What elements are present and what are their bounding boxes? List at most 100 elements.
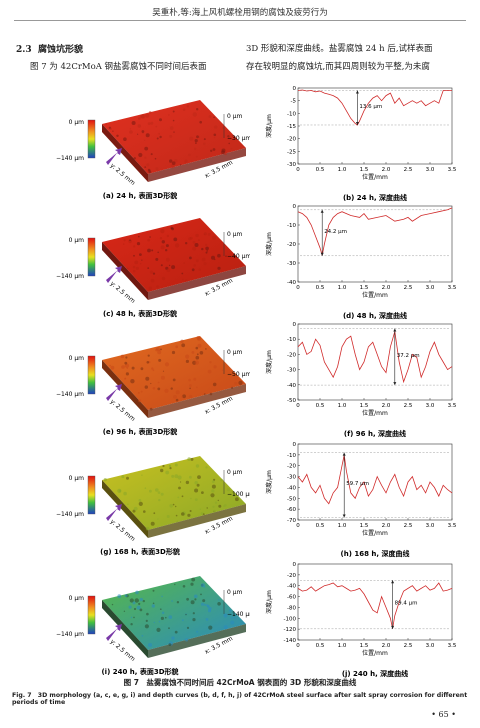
depth-series-line	[297, 331, 453, 384]
x-tick-label: 0.5	[316, 403, 325, 409]
y-tick-label: -40	[287, 383, 296, 389]
surface-3d-panel-1: 0 μm−140 μm0 μm−40 μmx: 3.5 mmy: 2.5 mm(…	[56, 218, 250, 318]
x-tick-label: 1.0	[338, 285, 347, 291]
z-top-label: 0 μm	[227, 589, 243, 596]
x-axis-title: 位置/mm	[362, 409, 388, 417]
x-tick-label: 3.5	[448, 403, 457, 409]
depth-series-line	[297, 207, 453, 256]
x-tick-label: 2.0	[382, 403, 391, 409]
colorbar-top-label: 0 μm	[69, 119, 85, 126]
y-tick-label: 0	[293, 86, 297, 92]
x-tick-label: 3.5	[448, 167, 457, 173]
x-tick-label: 3.5	[448, 643, 457, 649]
arrow-icon	[106, 624, 122, 641]
x-tick-label: 3.0	[426, 523, 435, 529]
colorbar	[87, 475, 96, 515]
x-tick-label: 1.0	[338, 167, 347, 173]
subfigure-caption-3d: (e) 96 h, 表面3D形貌	[103, 427, 178, 436]
x-axis-title: 位置/mm	[362, 649, 388, 657]
depth-curve-chart-0: 0-5-10-15-20-25-300 0.5 1.0 1.5 2.0 2.5 3.0 3.5…	[265, 86, 457, 202]
x-tick-label: 3.0	[426, 403, 435, 409]
colorbar	[87, 119, 96, 159]
x-tick-label: 1.0	[338, 523, 347, 529]
y-axis-label: y: 2.5 mm	[109, 398, 137, 423]
subfigure-caption-3d: (g) 168 h, 表面3D形貌	[100, 547, 180, 556]
y-tick-label: -30	[287, 368, 296, 374]
x-tick-label: 2.5	[404, 403, 413, 409]
x-tick-label: 3.5	[448, 285, 457, 291]
x-tick-label: 1.5	[360, 523, 369, 529]
y-tick-label: -60	[287, 507, 296, 513]
x-tick-label: 0	[296, 643, 300, 649]
x-tick-label: 3.5	[448, 523, 457, 529]
y-tick-label: -10	[287, 337, 296, 343]
y-axis-label: y: 2.5 mm	[109, 280, 137, 305]
y-tick-label: -40	[287, 280, 296, 286]
surface-3d-block	[102, 456, 246, 538]
y-tick-label: -20	[287, 573, 296, 579]
header-rule	[14, 20, 466, 21]
x-tick-label: 0.5	[316, 167, 325, 173]
x-tick-label: 0.5	[316, 643, 325, 649]
colorbar-top-label: 0 μm	[69, 355, 85, 362]
surface-3d-block	[102, 576, 246, 658]
y-tick-label: -80	[287, 605, 296, 611]
surface-3d-block	[102, 100, 246, 182]
arrow-icon	[106, 384, 122, 401]
plot-frame	[297, 563, 453, 641]
depth-curve-chart-1: 0-10-20-30-400 0.5 1.0 1.5 2.0 2.5 3.0 3.5位置/mm…	[265, 204, 457, 320]
subfigure-caption-curve: (h) 168 h, 深度曲线	[341, 549, 410, 558]
y-axis-title: 深度/μm	[265, 470, 273, 494]
arrow-icon	[106, 148, 122, 165]
y-tick-label: -25	[287, 149, 296, 155]
arrow-icon	[106, 266, 122, 283]
y-tick-label: -20	[287, 352, 296, 358]
x-tick-label: 0.5	[316, 285, 325, 291]
colorbar-bottom-label: −140 μm	[56, 391, 84, 398]
x-tick-label: 2.0	[382, 643, 391, 649]
y-tick-label: -60	[287, 595, 296, 601]
depth-series-line	[297, 89, 452, 126]
x-tick-label: 0	[296, 285, 300, 291]
x-tick-label: 2.0	[382, 523, 391, 529]
depth-curve-chart-3: 0-10-20-30-40-50-60-700 0.5 1.0 1.5 2.0 2.5 3.…	[265, 442, 457, 558]
y-axis-title: 深度/μm	[265, 114, 273, 138]
y-axis-label: y: 2.5 mm	[109, 162, 137, 187]
x-tick-label: 0.5	[316, 523, 325, 529]
surface-3d-panel-3: 0 μm−140 μm0 μm−100 μmx: 3.5 mmy: 2.5 mm…	[56, 456, 250, 556]
y-tick-label: 0	[293, 204, 297, 210]
body-text-line-3: 存在较明显的腐蚀坑,而其四周则较为平整,为未腐	[246, 62, 430, 72]
figure-caption-cn: 图 7 盐雾腐蚀不同时间后 42CrMoA 钢表面的 3D 形貌和深度曲线	[123, 678, 357, 687]
surface-3d-block	[102, 218, 246, 300]
y-tick-label: -50	[287, 398, 296, 404]
plot-frame	[297, 205, 453, 283]
section-heading: 2.3 腐蚀坑形貌	[16, 42, 83, 55]
colorbar-bottom-label: −140 μm	[56, 273, 84, 280]
colorbar-top-label: 0 μm	[69, 475, 85, 482]
subfigure-caption-curve: (f) 96 h, 深度曲线	[344, 429, 406, 438]
y-tick-label: 0	[293, 442, 297, 448]
y-tick-label: -70	[287, 518, 296, 524]
surface-3d-panel-2: 0 μm−140 μm0 μm−50 μmx: 3.5 mmy: 2.5 mm(…	[56, 336, 250, 436]
y-tick-label: -140	[284, 638, 297, 644]
y-tick-label: -10	[287, 223, 296, 229]
x-tick-label: 1.0	[338, 643, 347, 649]
colorbar-top-label: 0 μm	[69, 595, 85, 602]
y-tick-label: -40	[287, 485, 296, 491]
colorbar-bottom-label: −140 μm	[56, 155, 84, 162]
subfigure-caption-curve: (b) 24 h, 深度曲线	[343, 193, 407, 202]
y-tick-label: -120	[284, 627, 297, 633]
x-tick-label: 3.0	[426, 167, 435, 173]
z-top-label: 0 μm	[227, 231, 243, 238]
x-tick-label: 0	[296, 167, 300, 173]
y-tick-label: -20	[287, 464, 296, 470]
x-tick-label: 2.5	[404, 167, 413, 173]
surface-3d-block	[102, 336, 246, 418]
depth-annotation-label: 37.2 μm	[397, 353, 420, 359]
z-top-label: 0 μm	[227, 113, 243, 120]
surface-3d-panel-0: 0 μm−140 μm0 μm−30 μmx: 3.5 mmy: 2.5 mm(…	[56, 100, 250, 200]
y-tick-label: -20	[287, 242, 296, 248]
y-tick-label: 0	[293, 322, 297, 328]
y-tick-label: -10	[287, 453, 296, 459]
y-tick-label: -15	[287, 124, 296, 130]
